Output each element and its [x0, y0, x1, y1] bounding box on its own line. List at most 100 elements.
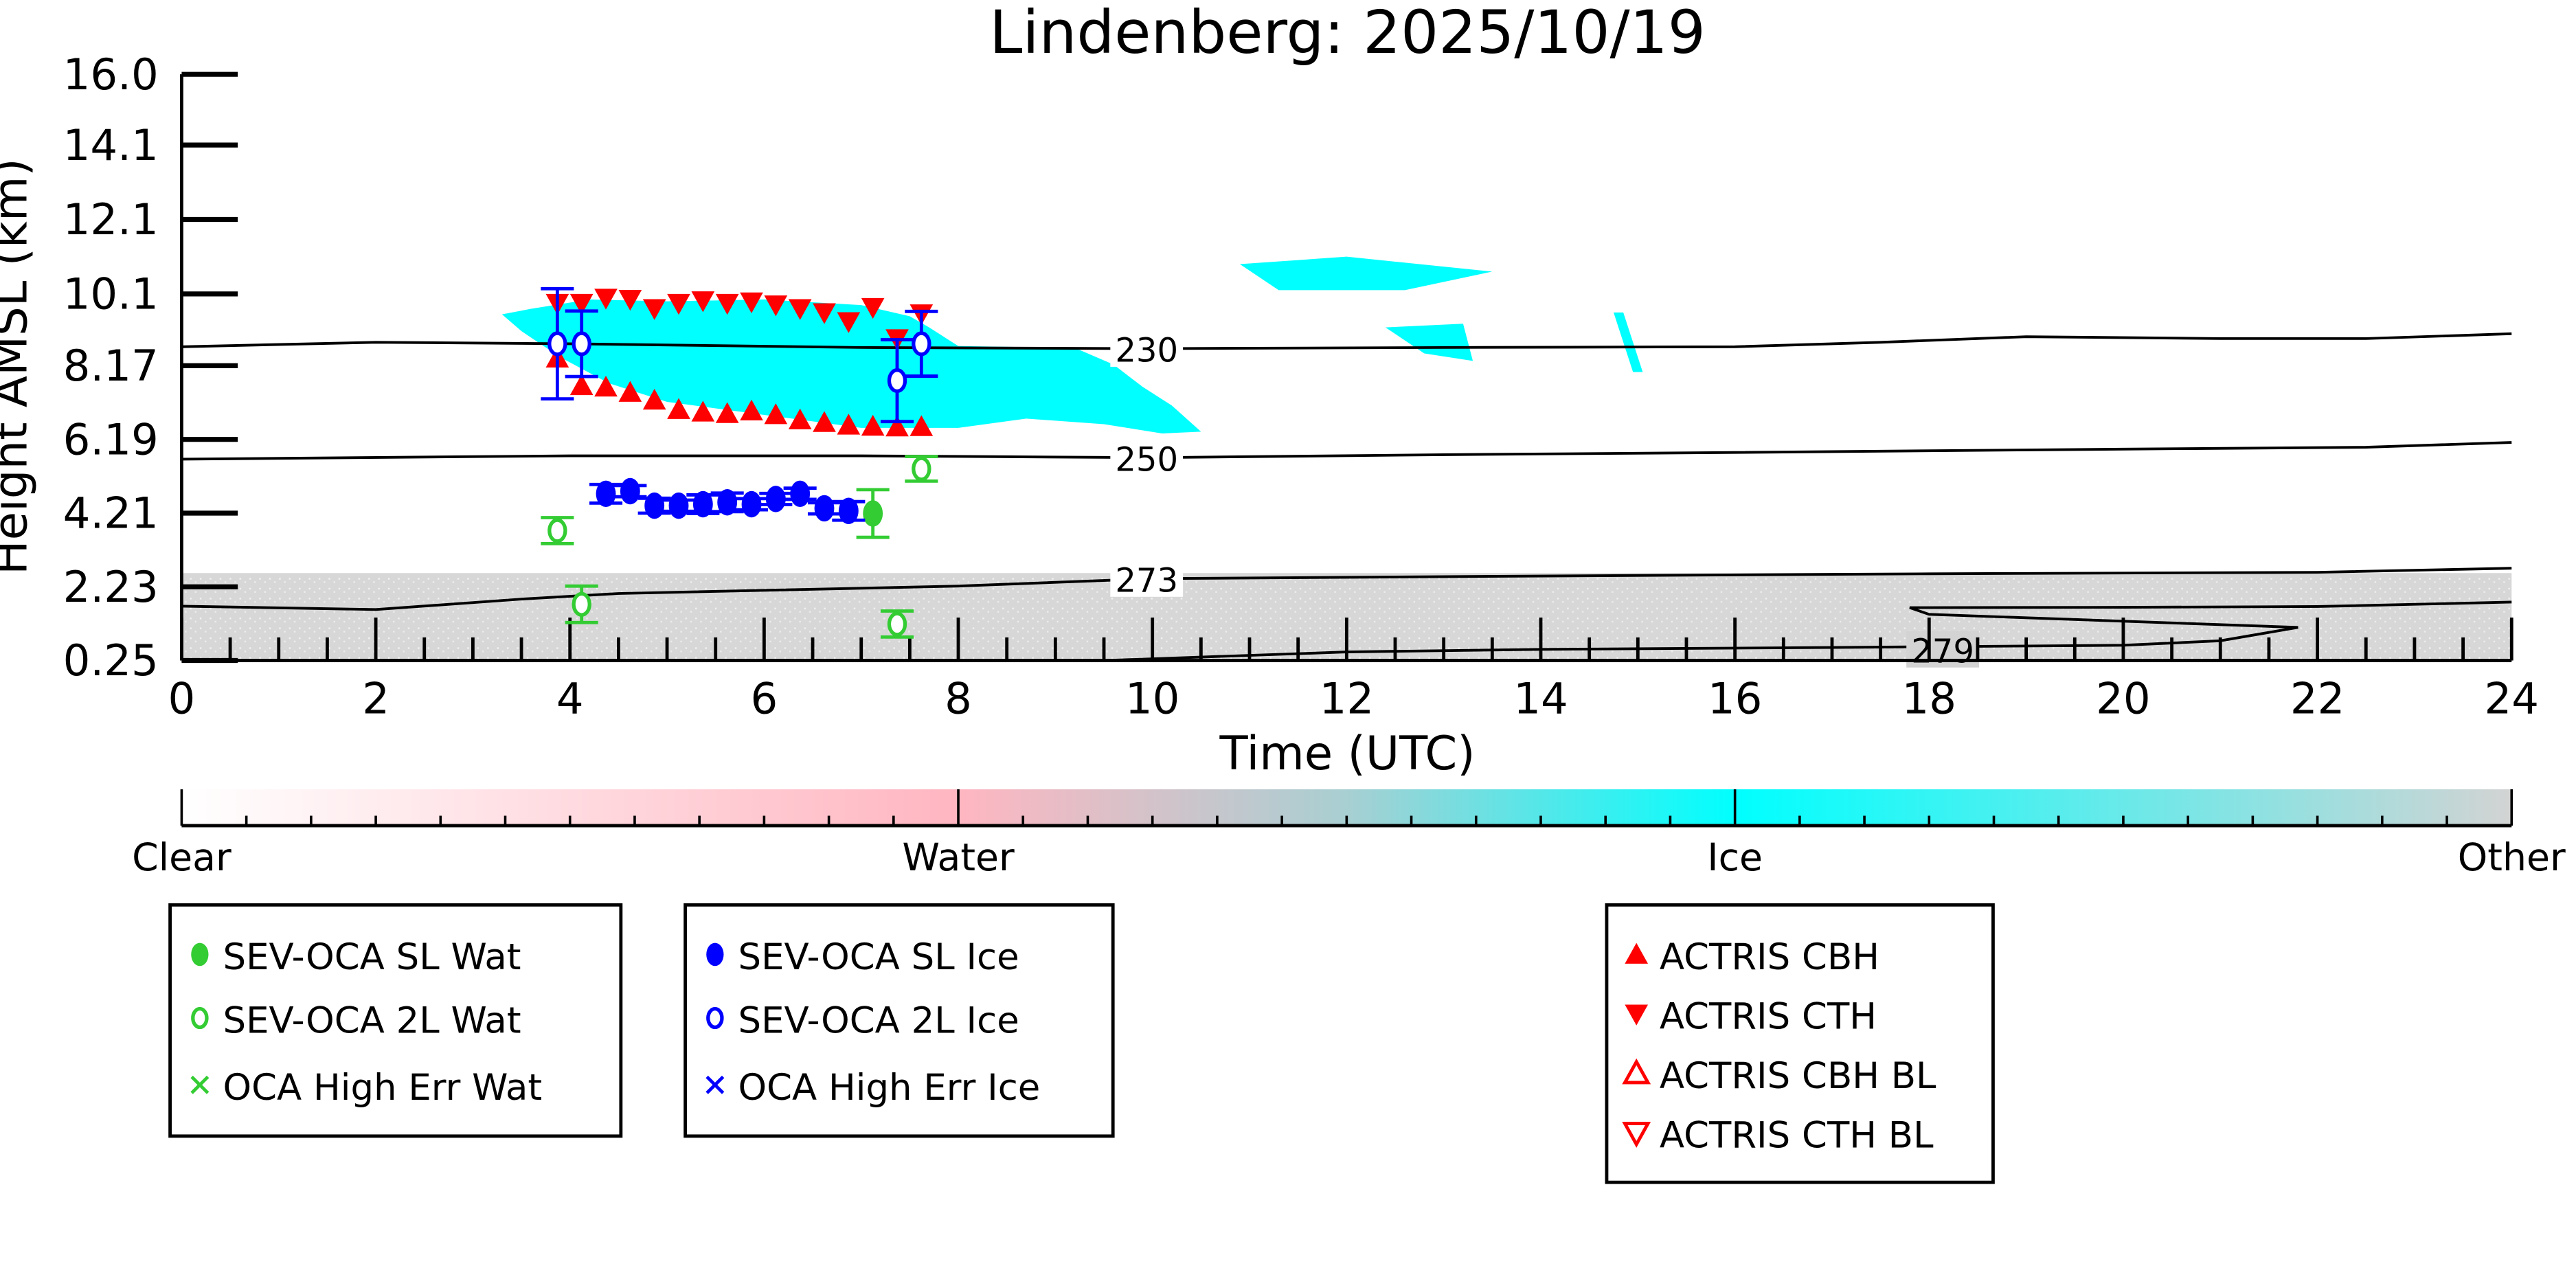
- legend-label: SEV-OCA SL Wat: [223, 936, 521, 978]
- data-point: [765, 486, 786, 512]
- legend-item: OCA High Err Ice: [705, 1067, 1041, 1109]
- y-tick-label: 12.1: [63, 194, 159, 245]
- contour-label-bg: [1110, 439, 1184, 476]
- legend-marker-icon: [705, 1075, 725, 1094]
- colorbar: Clear Water Ice Other: [132, 789, 2566, 880]
- y-tick-label: 6.19: [63, 414, 159, 464]
- contour-label: 250: [1115, 440, 1178, 479]
- ice-cloud-patch: [1613, 312, 1643, 372]
- contour-label-bg: [1110, 330, 1184, 367]
- data-point: [715, 402, 739, 423]
- data-point: [572, 591, 591, 617]
- y-tick-label: 2.23: [63, 562, 159, 612]
- y-axis-label: Height AMSL (km): [0, 158, 37, 575]
- x-tick-label: 10: [1125, 673, 1180, 723]
- x-tick-label: 16: [1708, 673, 1763, 723]
- plot-area: 230 250 273 279 0.25 2.23 4.21 6.19 8.17 10.1 12.1…: [63, 49, 2539, 724]
- x-tick-label: 6: [750, 673, 778, 723]
- data-point: [596, 480, 616, 508]
- legend-label: ACTRIS CBH: [1660, 936, 1879, 978]
- data-point: [717, 489, 738, 516]
- legend-item: ACTRIS CTH BL: [1622, 1115, 1934, 1157]
- data-point: [572, 331, 591, 357]
- data-point: [569, 293, 594, 315]
- data-point: [813, 303, 836, 324]
- legend-marker-icon: [1622, 1058, 1651, 1085]
- colorbar-label-ice: Ice: [1707, 836, 1763, 880]
- data-point: [887, 368, 907, 394]
- y-tick-label: 14.1: [63, 120, 159, 170]
- y-tick-label: 16.0: [63, 49, 159, 100]
- data-point: [838, 497, 859, 524]
- x-tick-label: 2: [362, 673, 389, 723]
- chart-title: Lindenberg: 2025/10/19: [989, 0, 1705, 67]
- data-point: [741, 490, 762, 518]
- data-point: [764, 403, 788, 425]
- legend-label: ACTRIS CBH BL: [1660, 1055, 1936, 1097]
- data-point: [691, 291, 715, 313]
- legend-label: SEV-OCA SL Ice: [738, 936, 1019, 978]
- data-point: [861, 297, 885, 319]
- legend-item: SEV-OCA 2L Wat: [191, 1000, 521, 1042]
- colorbar-label-water: Water: [902, 836, 1015, 880]
- x-tick-label: 24: [2484, 673, 2539, 723]
- x-mark: [705, 1075, 725, 1094]
- legend-marker-icon: [190, 1075, 210, 1094]
- data-point: [790, 480, 811, 508]
- legend-box-2: SEV-OCA SL Ice SEV-OCA 2L Ice OCA High Err…: [683, 903, 1115, 1138]
- legend-item: SEV-OCA SL Wat: [191, 936, 521, 978]
- contour-line-230: [181, 332, 2512, 350]
- x-tick-label: 14: [1513, 673, 1568, 723]
- data-point: [618, 381, 642, 402]
- data-point: [861, 414, 885, 436]
- contour-label-bg: [1110, 560, 1184, 597]
- y-tick-label: 8.17: [63, 341, 159, 391]
- data-point: [885, 415, 909, 437]
- data-point: [692, 490, 713, 518]
- data-point: [909, 415, 934, 436]
- x-tick-label: 0: [168, 673, 196, 723]
- legend-marker-icon: [706, 1006, 724, 1030]
- data-point: [814, 495, 835, 522]
- ice-cloud-patch: [1385, 324, 1473, 361]
- contour-line-250: [181, 441, 2512, 461]
- x-tick-label: 8: [945, 673, 972, 723]
- x-tick-label: 4: [556, 673, 584, 723]
- x-tick-label: 12: [1320, 673, 1375, 723]
- legend-marker-icon: [706, 942, 724, 967]
- data-point: [715, 293, 739, 315]
- legend-item: SEV-OCA 2L Ice: [706, 1000, 1019, 1042]
- legend-box-1: SEV-OCA SL Wat SEV-OCA 2L Wat OCA High Err…: [168, 903, 623, 1138]
- data-point: [912, 456, 931, 482]
- data-point: [547, 331, 567, 357]
- contour-line-273: [181, 567, 2512, 611]
- legend-marker-icon: [1625, 942, 1649, 964]
- x-tick-label: 18: [1902, 673, 1957, 723]
- legend-label: OCA High Err Ice: [738, 1067, 1041, 1109]
- data-point: [764, 295, 788, 317]
- legend-label: SEV-OCA 2L Wat: [223, 1000, 521, 1042]
- series-sev-oca-sl-ice: [589, 477, 866, 524]
- data-point: [912, 331, 931, 357]
- legend-marker-icon: [191, 1006, 209, 1030]
- data-point: [547, 518, 567, 543]
- contour-label: 279: [1911, 633, 1974, 671]
- data-point: [740, 292, 763, 314]
- data-point: [788, 408, 812, 429]
- x-axis-label: Time (UTC): [1219, 727, 1476, 780]
- data-point: [691, 400, 715, 422]
- legend-label: SEV-OCA 2L Ice: [738, 1000, 1019, 1042]
- data-point: [618, 289, 642, 311]
- contour-line-279: [1103, 600, 2512, 662]
- legend-marker-icon: [191, 942, 209, 967]
- x-tick-label: 20: [2096, 673, 2151, 723]
- legend-frame: [683, 903, 1115, 1138]
- legend-frame: [1605, 903, 1995, 1184]
- x-mark: [190, 1075, 210, 1094]
- colorbar-label-clear: Clear: [132, 836, 231, 880]
- data-point: [667, 293, 690, 315]
- data-point: [642, 299, 666, 320]
- legend-label: OCA High Err Wat: [223, 1067, 543, 1109]
- series-sev-oca-2l-wat: [541, 455, 938, 639]
- data-point: [594, 376, 618, 397]
